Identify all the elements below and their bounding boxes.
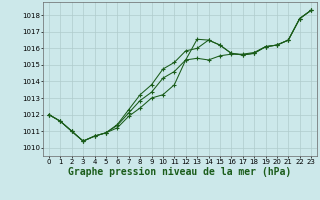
X-axis label: Graphe pression niveau de la mer (hPa): Graphe pression niveau de la mer (hPa) <box>68 167 292 177</box>
